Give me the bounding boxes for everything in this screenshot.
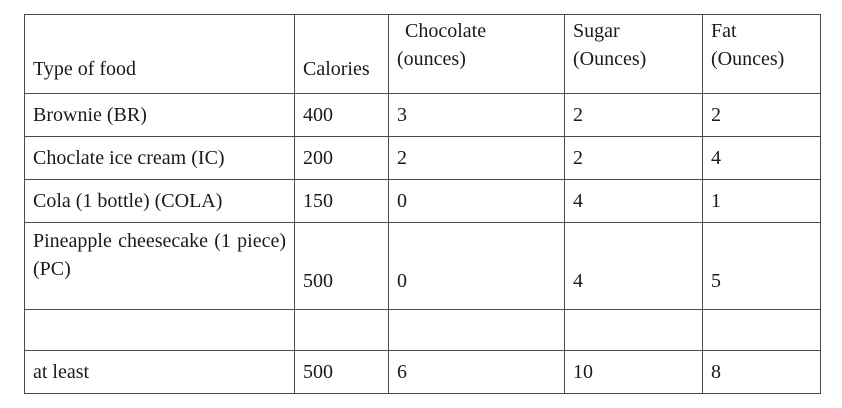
cell-calories: 200: [294, 136, 389, 180]
cell-calories: 400: [294, 93, 389, 137]
cell-calories: 500: [294, 222, 389, 310]
cell-fat: 4: [702, 136, 821, 180]
cell-empty: [564, 309, 703, 351]
table-row: Pineapple cheesecake (1 piece) (PC) 500 …: [24, 222, 821, 310]
header-sugar-line1: Sugar: [573, 20, 620, 42]
cell-food: Pineapple cheesecake (1 piece) (PC): [24, 222, 295, 310]
cell-requirement-chocolate: 6: [388, 350, 565, 394]
cell-fat: 2: [702, 93, 821, 137]
table-row-empty: [24, 309, 821, 351]
header-fat: Fat (Ounces): [702, 14, 821, 94]
header-sugar: Sugar (Ounces): [564, 14, 703, 94]
cell-requirement-fat: 8: [702, 350, 821, 394]
cell-chocolate: 0: [388, 179, 565, 223]
cell-sugar: 4: [564, 179, 703, 223]
cell-requirement-calories: 500: [294, 350, 389, 394]
cell-requirement-sugar: 10: [564, 350, 703, 394]
cell-fat: 5: [702, 222, 821, 310]
cell-sugar: 2: [564, 136, 703, 180]
cell-empty: [24, 309, 295, 351]
cell-empty: [388, 309, 565, 351]
cell-food: Brownie (BR): [24, 93, 295, 137]
header-fat-line2: (Ounces): [711, 48, 785, 70]
header-fat-line1: Fat: [711, 20, 737, 42]
cell-sugar: 4: [564, 222, 703, 310]
cell-calories: 150: [294, 179, 389, 223]
table-row: Cola (1 bottle) (COLA) 150 0 4 1: [24, 179, 821, 223]
header-sugar-line2: (Ounces): [573, 48, 647, 70]
header-chocolate-line1: Chocolate: [405, 20, 487, 42]
table-row: Brownie (BR) 400 3 2 2: [24, 93, 821, 137]
header-calories: Calories: [294, 14, 389, 94]
header-chocolate: Chocolate (ounces): [388, 14, 565, 94]
cell-food: Cola (1 bottle) (COLA): [24, 179, 295, 223]
header-type-of-food: Type of food: [24, 14, 295, 94]
cell-chocolate: 2: [388, 136, 565, 180]
cell-fat: 1: [702, 179, 821, 223]
cell-chocolate: 0: [388, 222, 565, 310]
cell-empty: [294, 309, 389, 351]
nutrition-table: Type of food Calories Chocolate (ounces)…: [24, 14, 821, 394]
table-header-row: Type of food Calories Chocolate (ounces)…: [24, 14, 821, 94]
cell-sugar: 2: [564, 93, 703, 137]
cell-food-text: Pineapple cheesecake (1 piece) (PC): [33, 230, 286, 280]
header-chocolate-line2: (ounces): [397, 48, 466, 70]
table-row-requirement: at least 500 6 10 8: [24, 350, 821, 394]
cell-food: Choclate ice cream (IC): [24, 136, 295, 180]
cell-requirement-label: at least: [24, 350, 295, 394]
table-row: Choclate ice cream (IC) 200 2 2 4: [24, 136, 821, 180]
cell-empty: [702, 309, 821, 351]
cell-chocolate: 3: [388, 93, 565, 137]
